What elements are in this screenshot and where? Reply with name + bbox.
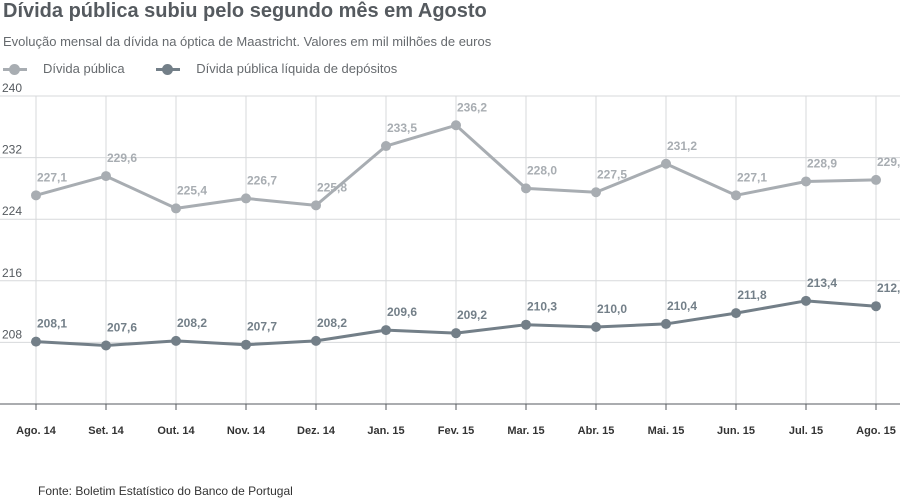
legend-swatch-divida-publica	[3, 63, 27, 75]
data-point-s1-7	[521, 319, 531, 330]
data-point-s0-3	[241, 193, 251, 204]
x-tick-label-7: Mar. 15	[507, 425, 544, 437]
data-point-s1-2	[171, 335, 181, 346]
data-label-s1-2: 208,2	[177, 316, 207, 330]
x-tick-label-0: Ago. 14	[16, 425, 57, 437]
legend-marker-divida-liquida	[162, 63, 174, 75]
data-label-s1-4: 208,2	[317, 316, 347, 330]
data-point-s1-6	[451, 328, 461, 339]
y-tick-label-224: 224	[2, 204, 22, 218]
x-tick-label-4: Dez. 14	[297, 425, 336, 437]
data-point-s1-9	[661, 318, 671, 329]
data-label-s0-12: 229,1	[877, 155, 900, 169]
data-label-s1-10: 211,8	[737, 288, 767, 302]
chart-title: Dívida pública subiu pelo segundo mês em…	[3, 0, 487, 22]
x-tick-label-5: Jan. 15	[367, 425, 404, 437]
data-label-s1-7: 210,3	[527, 300, 557, 314]
data-label-s1-3: 207,7	[247, 320, 277, 334]
data-label-s0-0: 227,1	[37, 170, 67, 184]
data-point-s1-5	[381, 325, 391, 336]
data-point-s0-6	[451, 120, 461, 131]
data-label-s0-6: 236,2	[457, 100, 487, 114]
y-tick-label-208: 208	[2, 327, 22, 341]
data-point-s1-0	[31, 336, 41, 347]
data-point-s0-11	[801, 176, 811, 187]
data-point-s0-2	[171, 203, 181, 214]
x-tick-label-2: Out. 14	[157, 425, 195, 437]
legend-swatch-divida-liquida	[156, 63, 181, 75]
chart-subtitle: Evolução mensal da dívida na óptica de M…	[3, 34, 492, 49]
data-label-s0-1: 229,6	[107, 151, 137, 165]
data-label-s1-6: 209,2	[457, 308, 487, 322]
data-point-s0-1	[101, 171, 111, 182]
data-point-s1-3	[241, 339, 251, 350]
y-tick-label-240: 240	[2, 81, 22, 95]
legend-item-divida-liquida: Dívida pública líquida de depósitos	[156, 61, 397, 76]
x-tick-label-3: Nov. 14	[227, 425, 266, 437]
data-point-s0-8	[591, 187, 601, 198]
data-label-s0-7: 228,0	[527, 163, 557, 177]
data-label-s1-0: 208,1	[37, 317, 67, 331]
data-label-s0-10: 227,1	[737, 170, 767, 184]
legend-marker-divida-publica	[9, 63, 20, 75]
y-tick-label-216: 216	[2, 266, 22, 280]
data-label-s1-5: 209,6	[387, 305, 417, 319]
chart-legend: Dívida pública Dívida pública líquida de…	[3, 61, 425, 78]
data-label-s0-8: 227,5	[597, 167, 627, 181]
data-label-s1-8: 210,0	[597, 302, 627, 316]
data-label-s0-11: 228,9	[807, 156, 837, 170]
data-point-s1-11	[801, 295, 811, 306]
data-label-s0-9: 231,2	[667, 139, 697, 153]
data-point-s0-4	[311, 200, 321, 211]
data-point-s1-4	[311, 335, 321, 346]
data-label-s1-11: 213,4	[807, 276, 837, 290]
data-point-s0-12	[871, 174, 881, 185]
data-point-s1-1	[101, 340, 111, 351]
data-label-s1-12: 212,7	[877, 281, 900, 295]
data-point-s1-8	[591, 322, 601, 332]
data-point-s1-10	[731, 308, 741, 319]
x-tick-label-9: Mai. 15	[648, 425, 685, 437]
data-label-s0-5: 233,5	[387, 121, 417, 135]
legend-label-divida-liquida: Dívida pública líquida de depósitos	[196, 61, 398, 76]
x-tick-label-10: Jun. 15	[717, 425, 755, 437]
source-note: Fonte: Boletim Estatístico do Banco de P…	[38, 484, 293, 498]
data-point-s0-5	[381, 141, 391, 152]
data-label-s0-4: 225,8	[317, 180, 347, 194]
data-point-s0-10	[731, 190, 741, 201]
data-label-s0-3: 226,7	[247, 173, 277, 187]
data-point-s0-0	[31, 190, 41, 201]
data-label-s1-9: 210,4	[667, 299, 697, 313]
x-tick-label-8: Abr. 15	[578, 425, 615, 437]
data-point-s0-7	[521, 183, 531, 194]
legend-item-divida-publica: Dívida pública	[3, 61, 125, 76]
data-label-s1-1: 207,6	[107, 320, 137, 334]
legend-label-divida-publica: Dívida pública	[43, 61, 125, 76]
x-tick-label-6: Fev. 15	[438, 425, 475, 437]
data-label-s0-2: 225,4	[177, 183, 207, 197]
x-tick-label-12: Ago. 15	[856, 425, 896, 437]
y-tick-label-232: 232	[2, 143, 22, 157]
x-tick-label-1: Set. 14	[88, 425, 124, 437]
data-point-s0-9	[661, 158, 671, 169]
x-tick-label-11: Jul. 15	[789, 425, 823, 437]
data-point-s1-12	[871, 301, 881, 312]
